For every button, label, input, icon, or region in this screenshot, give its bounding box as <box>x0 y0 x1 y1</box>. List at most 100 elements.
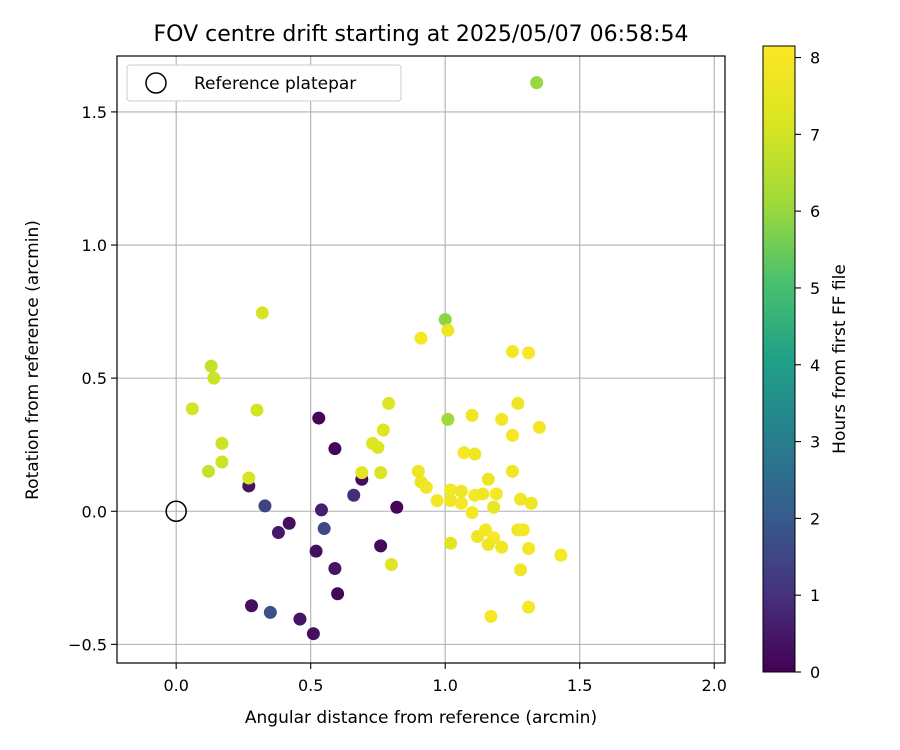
data-point <box>355 466 369 480</box>
grid-lines <box>117 56 725 663</box>
legend: Reference platepar <box>126 64 402 102</box>
data-point <box>505 464 519 478</box>
data-point <box>522 600 536 614</box>
data-point <box>374 466 388 480</box>
data-point <box>441 412 455 426</box>
data-point <box>306 627 320 641</box>
colorbar-ticks: 0 1 2 3 4 5 6 7 8 <box>795 49 820 682</box>
data-point <box>282 516 296 530</box>
data-point <box>516 523 530 537</box>
y-tick-label: 1.0 <box>82 236 107 255</box>
data-point <box>314 503 328 517</box>
data-point <box>376 423 390 437</box>
data-point <box>444 494 458 508</box>
data-point <box>505 428 519 442</box>
data-point <box>487 500 501 514</box>
data-point <box>465 408 479 422</box>
colorbar-tick-label: 5 <box>810 279 820 298</box>
colorbar-tick-label: 6 <box>810 202 820 221</box>
data-point <box>309 544 323 558</box>
data-point <box>390 500 404 514</box>
data-point <box>505 345 519 359</box>
data-point <box>514 563 528 577</box>
data-point <box>441 323 455 337</box>
data-point <box>430 494 444 508</box>
data-point <box>255 306 269 320</box>
data-point <box>382 396 396 410</box>
data-points <box>185 76 568 641</box>
data-point <box>185 402 199 416</box>
colorbar-label: Hours from first FF file <box>830 264 850 454</box>
data-point <box>468 447 482 461</box>
colorbar-tick-label: 0 <box>810 663 820 682</box>
data-point <box>374 539 388 553</box>
data-point <box>215 455 229 469</box>
data-point <box>263 605 277 619</box>
data-point <box>514 492 528 506</box>
y-tick-label: 1.5 <box>82 103 107 122</box>
data-point <box>215 436 229 450</box>
data-point <box>532 420 546 434</box>
data-point <box>454 496 468 510</box>
data-point <box>454 484 468 498</box>
x-tick-label: 2.0 <box>702 676 727 695</box>
data-point <box>484 609 498 623</box>
data-point <box>479 523 493 537</box>
legend-marker-icon <box>145 72 167 94</box>
data-point <box>331 587 345 601</box>
colorbar-tick-label: 3 <box>810 433 820 452</box>
x-tick-label: 1.0 <box>432 676 457 695</box>
data-point <box>522 346 536 360</box>
data-point <box>242 471 256 485</box>
colorbar-tick-label: 4 <box>810 356 820 375</box>
data-point <box>312 411 326 425</box>
y-axis-label: Rotation from reference (arcmin) <box>23 220 43 500</box>
data-point <box>250 403 264 417</box>
plot-frame <box>116 55 726 664</box>
y-tick-label: −0.5 <box>68 635 107 654</box>
data-point <box>438 313 452 327</box>
data-point <box>293 612 307 626</box>
y-axis-ticks: −0.5 0.0 0.5 1.0 1.5 <box>68 103 117 654</box>
data-point <box>495 412 509 426</box>
y-tick-label: 0.0 <box>82 502 107 521</box>
data-point <box>258 499 272 513</box>
data-point <box>495 540 509 554</box>
data-point <box>411 464 425 478</box>
x-axis-ticks: 0.0 0.5 1.0 1.5 2.0 <box>163 663 727 695</box>
colorbar-tick-label: 7 <box>810 125 820 144</box>
data-point <box>414 331 428 345</box>
legend-box <box>126 64 402 102</box>
data-point <box>204 359 218 373</box>
data-point <box>457 446 471 460</box>
data-point <box>419 480 433 494</box>
data-point <box>530 76 544 90</box>
colorbar-tick-label: 2 <box>810 509 820 528</box>
colorbar-tick-label: 8 <box>810 49 820 68</box>
data-point <box>347 488 361 502</box>
x-tick-label: 0.0 <box>163 676 188 695</box>
data-point <box>207 371 221 385</box>
data-point <box>201 464 215 478</box>
data-point <box>524 496 538 510</box>
data-point <box>444 536 458 550</box>
x-tick-label: 0.5 <box>298 676 323 695</box>
colorbar: 0 1 2 3 4 5 6 7 8 Hours from first FF file <box>762 45 850 682</box>
data-point <box>481 538 495 552</box>
data-point <box>481 472 495 486</box>
data-point <box>328 442 342 456</box>
data-point <box>371 440 385 454</box>
data-point <box>554 548 568 562</box>
chart-title: FOV centre drift starting at 2025/05/07 … <box>154 22 689 47</box>
data-point <box>511 396 525 410</box>
data-point <box>444 483 458 497</box>
data-point <box>465 506 479 520</box>
data-point <box>328 561 342 575</box>
x-axis-label: Angular distance from reference (arcmin) <box>245 708 597 728</box>
data-point <box>522 542 536 556</box>
data-point <box>271 526 285 540</box>
data-point <box>489 487 503 501</box>
data-point <box>384 557 398 571</box>
y-tick-label: 0.5 <box>82 369 107 388</box>
